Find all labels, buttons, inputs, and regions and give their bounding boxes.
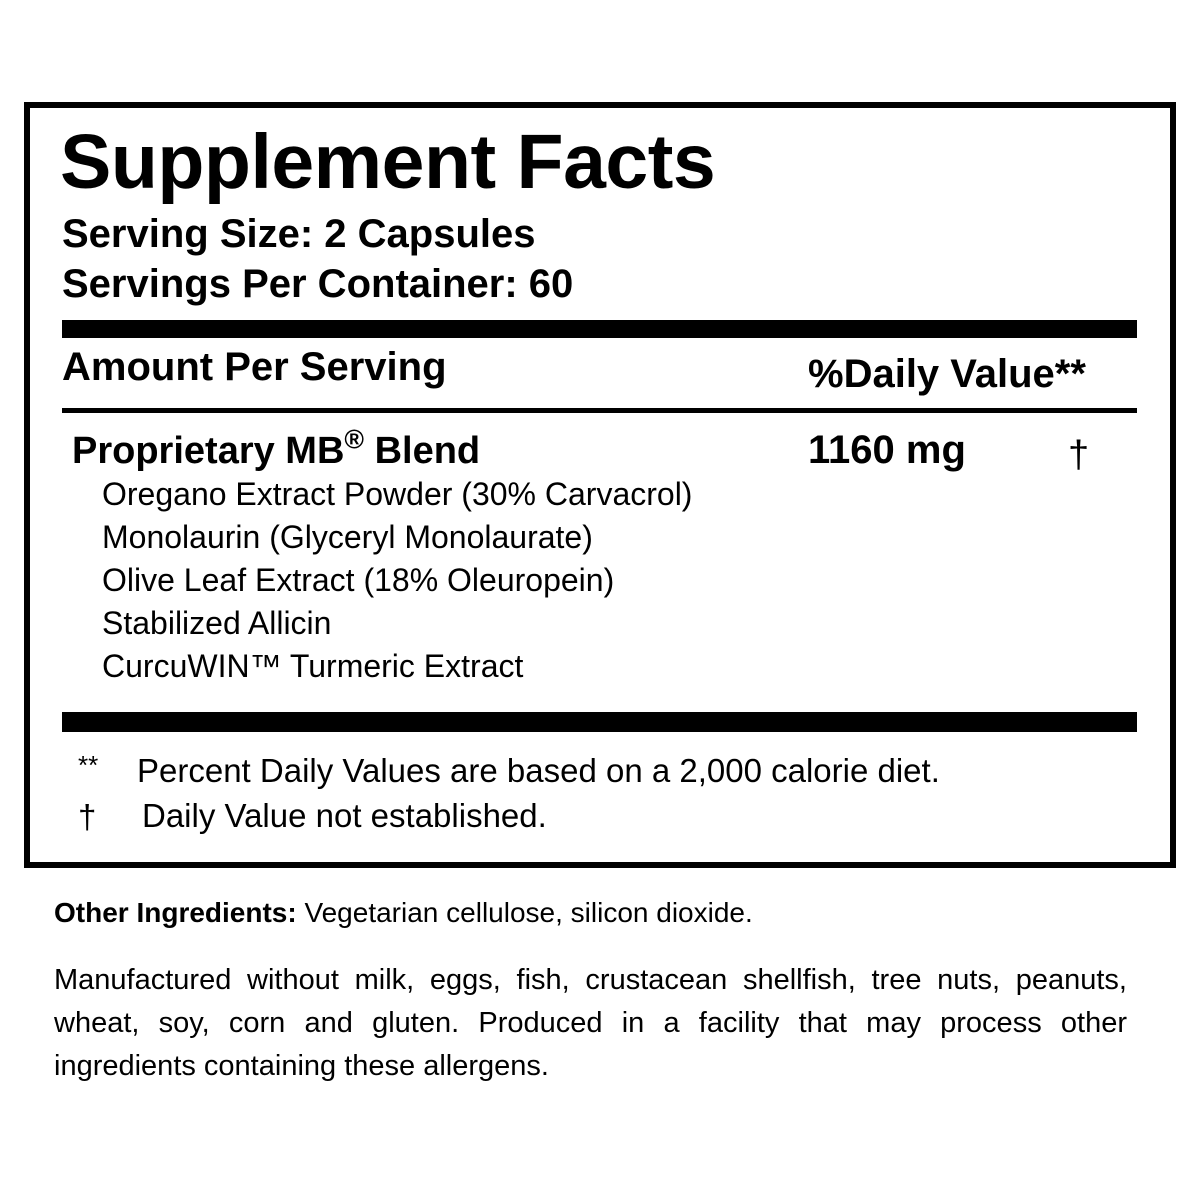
other-ingredients-label: Other Ingredients: — [54, 897, 297, 928]
amount-per-serving-header: Amount Per Serving — [62, 345, 447, 389]
other-ingredients: Other Ingredients: Vegetarian cellulose,… — [54, 899, 753, 927]
blend-name-text: Proprietary MB — [72, 430, 345, 472]
ingredient-item: Oregano Extract Powder (30% Carvacrol) — [102, 476, 693, 512]
ingredient-item: CurcuWIN™ Turmeric Extract — [102, 648, 524, 684]
blend-dv-dagger: † — [1068, 434, 1090, 476]
daily-value-header: %Daily Value** — [808, 352, 1086, 396]
blend-amount: 1160 mg — [808, 428, 966, 472]
thin-divider — [62, 408, 1137, 413]
ingredient-item: Monolaurin (Glyceryl Monolaurate) — [102, 519, 593, 555]
servings-per-container: Servings Per Container: 60 — [62, 262, 574, 306]
allergen-statement: Manufactured without milk, eggs, fish, c… — [54, 964, 1127, 1082]
footnote-symbol: ** — [78, 750, 99, 780]
footnote-symbol: † — [78, 798, 97, 835]
blend-name: Proprietary MB® Blend — [72, 426, 481, 472]
footnote-text: Daily Value not established. — [142, 797, 547, 834]
panel-title: Supplement Facts — [60, 119, 716, 205]
ingredient-item: Stabilized Allicin — [102, 605, 332, 641]
ingredient-item: Olive Leaf Extract (18% Oleuropein) — [102, 562, 615, 598]
thick-divider — [62, 320, 1137, 338]
registered-mark: ® — [344, 424, 365, 455]
thick-divider-bottom — [62, 712, 1137, 732]
other-ingredients-text: Vegetarian cellulose, silicon dioxide. — [296, 897, 753, 928]
supplement-facts-panel — [24, 102, 1176, 868]
footnote-text: Percent Daily Values are based on a 2,00… — [137, 752, 940, 789]
blend-name-suffix: Blend — [364, 430, 481, 472]
serving-size: Serving Size: 2 Capsules — [62, 212, 536, 256]
